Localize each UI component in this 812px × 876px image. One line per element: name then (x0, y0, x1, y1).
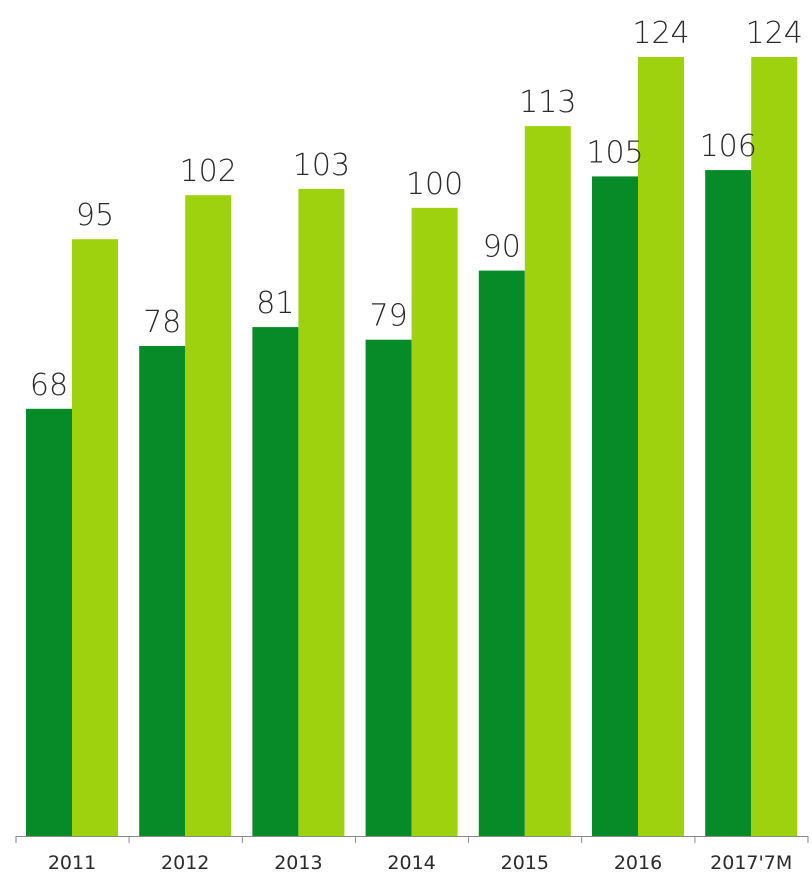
data-label-series-1-2013: 81 (256, 286, 294, 321)
data-label-series-2-2013: 103 (293, 148, 350, 183)
data-label-series-1-2012: 78 (143, 305, 181, 340)
data-label-series-2-2012: 102 (180, 154, 237, 189)
x-axis: 2011 2012 2013 2014 2015 2016 2017'7M (15, 836, 809, 874)
data-label-series-1-2014: 79 (370, 299, 408, 334)
x-tick-label: 2016 (614, 852, 662, 874)
x-tick-label: 2012 (161, 852, 209, 874)
data-label-series-2-2015: 113 (519, 85, 576, 120)
x-tick-label: 2015 (501, 852, 549, 874)
bar-series-2-2015 (524, 126, 571, 837)
data-label-series-1-2015: 90 (483, 230, 521, 265)
data-label-series-2-2016: 124 (632, 16, 689, 51)
bar-series-2-2014 (411, 207, 458, 837)
data-label-series-1-2017'7M: 106 (700, 129, 757, 164)
bar-series-2-2012 (185, 195, 232, 836)
x-tick-label: 2017'7M (710, 852, 792, 874)
bar-series-2-2013 (298, 188, 345, 836)
x-tick-label: 2013 (274, 852, 322, 874)
bar-series-2-2017'7M (751, 57, 798, 836)
bar-series-1-2011 (26, 408, 72, 836)
bar-series-1-2017'7M (705, 170, 752, 837)
bar-series-1-2016 (592, 176, 638, 836)
x-tick-label: 2011 (48, 852, 96, 874)
bar-series-1-2012 (139, 346, 186, 836)
bar-series-1-2013 (252, 327, 299, 836)
x-tick-label: 2014 (387, 852, 435, 874)
bar-series-2-2016 (638, 57, 684, 836)
data-label-series-2-2017'7M: 124 (746, 16, 803, 51)
bar-series-1-2014 (365, 339, 412, 836)
data-labels-layer: 68 95 78 102 81 103 79 100 90 113 105 124 106 124 (30, 16, 803, 403)
data-label-series-1-2016: 105 (586, 135, 643, 170)
data-label-series-2-2011: 95 (76, 198, 114, 233)
bars-layer (26, 57, 798, 837)
bar-series-2-2011 (72, 239, 118, 836)
data-label-series-1-2011: 68 (30, 368, 68, 403)
data-label-series-2-2014: 100 (406, 167, 463, 202)
bar-series-1-2015 (478, 270, 525, 837)
